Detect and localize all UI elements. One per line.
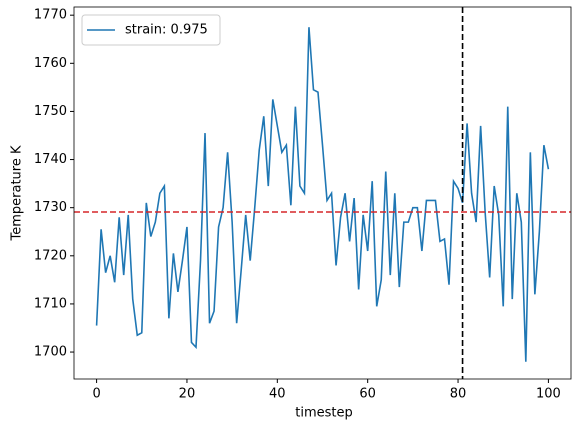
y-tick-label: 1710: [34, 296, 67, 311]
y-tick-label: 1740: [34, 152, 67, 167]
y-tick-label: 1720: [34, 248, 67, 263]
y-tick-label: 1750: [34, 104, 67, 119]
y-tick-label: 1760: [34, 56, 67, 71]
y-tick-label: 1700: [34, 345, 67, 360]
y-tick-label: 1730: [34, 200, 67, 215]
plot-frame: [73, 6, 572, 380]
x-tick-label: 60: [359, 387, 376, 402]
x-tick-label: 40: [269, 387, 286, 402]
data-line: [95, 27, 550, 362]
x-tick-label: 100: [536, 387, 561, 402]
x-tick-label: 80: [450, 387, 467, 402]
y-tick-label: 1770: [34, 8, 67, 23]
legend-label: strain: 0.975: [125, 23, 208, 38]
x-tick-label: 20: [179, 387, 196, 402]
legend-box: [81, 14, 221, 46]
x-axis-label: timestep: [295, 406, 353, 421]
x-tick-label: 0: [92, 387, 100, 402]
y-axis-label: Temperature K: [10, 145, 25, 241]
